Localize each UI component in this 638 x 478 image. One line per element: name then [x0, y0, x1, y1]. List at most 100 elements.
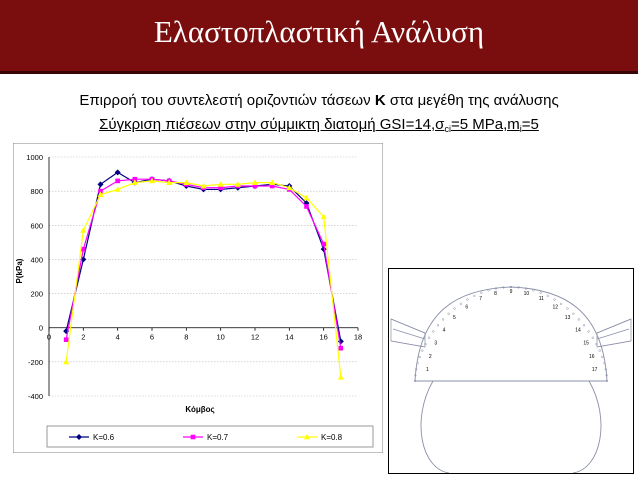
- mesh-node: [517, 286, 520, 289]
- param-gsi-text: GSI=14,σ: [375, 116, 445, 133]
- mesh-node: [487, 289, 490, 292]
- data-point-marker: [252, 183, 258, 189]
- data-point-marker: [269, 183, 275, 189]
- param-sub-i: i: [519, 124, 522, 134]
- data-point-marker: [115, 178, 120, 184]
- data-point-marker: [234, 181, 241, 187]
- invert-section: [420, 380, 602, 473]
- data-point-marker: [114, 169, 121, 176]
- data-point-marker: [63, 358, 70, 365]
- mesh-node: [603, 362, 606, 365]
- mesh-node: [441, 318, 445, 321]
- data-point-marker: [63, 328, 70, 335]
- parameter-gsi: GSI=14,σci=5 MPa,mi=5: [375, 116, 539, 134]
- data-point-marker: [304, 204, 309, 209]
- data-point-marker: [200, 182, 207, 189]
- data-point-marker: [80, 227, 87, 233]
- x-tick-label: 2: [81, 333, 85, 342]
- tunnel-section-diagram: 1 2 3 4 5 6 7 8 9 10 11 12 13 14 15 16 17: [388, 268, 634, 474]
- mesh-node: [424, 343, 427, 346]
- subtitle-line-1: Επιρροή του συντελεστή οριζοντιών τάσεων…: [0, 92, 638, 109]
- node-label: 2: [429, 354, 432, 360]
- mesh-node: [432, 330, 435, 333]
- mesh-node: [577, 318, 581, 321]
- data-point-marker: [304, 433, 310, 440]
- x-tick-label: 4: [116, 333, 120, 342]
- x-tick-label: 0: [47, 333, 51, 342]
- legend-entry: K=0.7: [183, 433, 229, 442]
- mesh-node: [605, 379, 609, 383]
- right-bolt-zone: [596, 318, 632, 348]
- node-label: 10: [524, 291, 530, 297]
- node-label: 8: [494, 291, 497, 297]
- node-label: 12: [552, 304, 558, 310]
- data-point-marker: [269, 179, 276, 186]
- y-tick-label: -200: [28, 358, 43, 367]
- y-tick-label: 400: [30, 255, 43, 264]
- rock-bolt-line: [392, 328, 426, 340]
- data-point-marker: [217, 181, 224, 187]
- mesh-node: [532, 289, 535, 292]
- mesh-node: [480, 291, 483, 294]
- data-point-marker: [76, 434, 82, 440]
- node-label: 4: [443, 327, 446, 333]
- node-label: 15: [583, 341, 589, 347]
- title-bar: Ελαστοπλαστική Ανάλυση: [0, 0, 638, 74]
- legend-label: K=0.7: [207, 433, 229, 442]
- x-tick-label: 16: [319, 333, 327, 342]
- x-tick-label: 18: [354, 333, 362, 342]
- data-point-marker: [252, 179, 258, 186]
- data-point-marker: [321, 241, 326, 247]
- mesh-node: [509, 285, 513, 289]
- subtitle-suffix: στα μεγέθη της ανάλυσης: [385, 92, 559, 109]
- node-label: 11: [539, 296, 544, 302]
- y-tick-label: 800: [30, 187, 43, 196]
- mesh-node: [595, 343, 598, 346]
- mesh-node: [416, 362, 419, 365]
- mesh-node: [453, 307, 456, 310]
- pressure-chart: -400 -200 0 200 400 600 800 1000 0 2 4 6 8 10 12 14 16 18…: [13, 143, 383, 453]
- node-label: 17: [592, 367, 598, 373]
- data-point-marker: [97, 181, 104, 188]
- x-tick-label: 12: [251, 333, 259, 342]
- left-bolt-zone: [390, 318, 426, 348]
- mesh-node: [524, 287, 528, 290]
- subtitle-line-2: Σύγκριση πιέσεων στην σύμμικτη διατομή G…: [0, 116, 638, 134]
- subtitle-k: K: [374, 92, 386, 109]
- y-tick-label: 600: [30, 221, 43, 230]
- mesh-node: [413, 379, 417, 383]
- mesh-node: [494, 287, 498, 290]
- mesh-node: [582, 324, 586, 327]
- slide-title: Ελαστοπλαστική Ανάλυση: [153, 14, 485, 49]
- mesh-node: [546, 294, 549, 297]
- mesh-node: [502, 286, 505, 289]
- data-point-marker: [149, 177, 155, 184]
- mesh-node: [598, 349, 601, 352]
- data-point-marker: [132, 176, 138, 182]
- legend-label: K=0.8: [321, 433, 343, 442]
- data-point-marker: [114, 186, 121, 192]
- x-tick-label: 14: [285, 333, 293, 342]
- mesh-node: [418, 355, 421, 359]
- data-point-marker: [81, 246, 86, 252]
- data-point-marker: [218, 185, 223, 191]
- mesh-node: [421, 349, 424, 352]
- mesh-node: [447, 312, 450, 315]
- data-point-marker: [183, 179, 190, 186]
- chart-legend: K=0.6 K=0.7 K=0.8: [46, 425, 374, 448]
- node-label: 16: [589, 354, 595, 360]
- x-axis-label: Κόμβος: [185, 405, 214, 414]
- y-tick-label: 1000: [26, 153, 43, 162]
- data-point-marker: [190, 434, 196, 440]
- crown-arch: [414, 286, 608, 382]
- subtitle-comparison: Σύγκριση πιέσεων στην σύμμικτη διατομή: [99, 116, 376, 133]
- subtitle-prefix: Επιρροή του συντελεστή οριζοντιών τάσεων: [79, 92, 375, 109]
- mesh-node: [459, 302, 462, 305]
- param-mid-text: =5 MPa,m: [450, 116, 520, 133]
- x-tick-label: 8: [184, 333, 188, 342]
- mesh-node: [601, 355, 604, 359]
- y-axis-label: P(kPa): [15, 258, 24, 283]
- node-label: 13: [565, 315, 571, 321]
